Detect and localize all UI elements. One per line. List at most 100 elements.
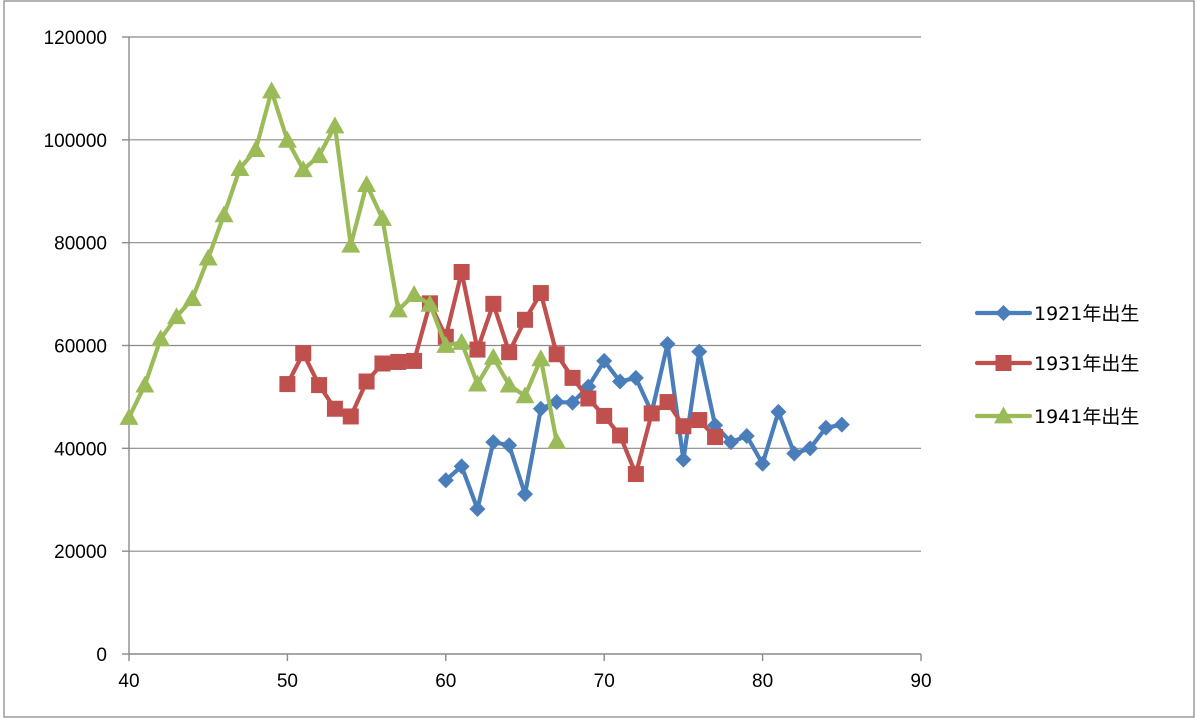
data-point: [295, 345, 312, 362]
legend-item: 1941年出生: [974, 406, 1139, 428]
legend-label: 1921年出生: [1034, 303, 1139, 325]
data-point: [452, 332, 472, 350]
data-point: [547, 432, 567, 450]
y-tick-label: 120000: [44, 28, 107, 49]
legend-marker: [995, 305, 1012, 321]
data-point: [374, 355, 391, 372]
data-point: [754, 455, 771, 472]
data-point: [262, 81, 282, 99]
data-point: [501, 344, 518, 361]
y-tick-label: 80000: [54, 234, 107, 255]
data-point: [311, 377, 328, 394]
data-point: [437, 472, 454, 489]
data-point: [341, 235, 361, 253]
series-3: [119, 81, 567, 450]
data-point: [564, 394, 581, 411]
x-tick-label: 80: [752, 671, 773, 692]
data-point: [436, 336, 456, 353]
data-point: [214, 205, 234, 223]
legend-marker: [995, 355, 1012, 371]
data-point: [119, 407, 139, 425]
legend-label: 1941年出生: [1034, 406, 1139, 428]
legend-label: 1931年出生: [1034, 353, 1139, 375]
data-point: [309, 146, 329, 164]
y-tick-label: 20000: [54, 542, 107, 563]
data-point: [501, 437, 518, 454]
data-point: [326, 400, 343, 417]
data-point: [738, 427, 755, 444]
data-point: [691, 343, 708, 360]
data-point: [390, 353, 407, 370]
series-line: [126, 88, 559, 444]
data-point: [833, 416, 850, 433]
series-2: [279, 263, 724, 483]
data-point: [469, 341, 486, 358]
data-point: [691, 412, 708, 429]
data-point: [485, 295, 502, 312]
data-point: [182, 289, 202, 307]
data-point: [548, 346, 565, 363]
data-point: [802, 440, 819, 457]
y-tick-label: 100000: [44, 131, 107, 152]
data-point: [167, 307, 187, 325]
data-point: [279, 376, 296, 393]
data-point: [517, 311, 533, 328]
legend-item: 1931年出生: [974, 353, 1139, 375]
data-point: [580, 390, 597, 407]
axes: 0 20000 40000 60000 80000 100000 120000 40 50 60 7…: [44, 28, 932, 692]
data-point: [372, 209, 392, 226]
data-point: [627, 369, 644, 386]
data-point: [469, 501, 486, 518]
data-point: [548, 394, 565, 411]
data-point: [612, 373, 629, 390]
x-tick-label: 60: [435, 671, 456, 692]
data-point: [485, 434, 502, 451]
data-point: [564, 369, 581, 386]
data-point: [517, 486, 533, 503]
data-point: [722, 434, 739, 451]
data-point: [659, 394, 676, 411]
data-point: [643, 405, 660, 422]
x-tick-label: 70: [594, 671, 615, 692]
data-point: [467, 374, 487, 392]
y-tick-label: 60000: [54, 337, 107, 358]
series-1: [437, 335, 850, 518]
data-point: [515, 386, 535, 404]
data-point: [531, 349, 551, 367]
data-point: [406, 352, 423, 369]
data-point: [404, 285, 424, 303]
data-point: [596, 407, 613, 424]
data-point: [388, 300, 408, 318]
y-tick-label: 0: [96, 645, 107, 666]
data-point: [786, 445, 803, 462]
data-point: [817, 419, 834, 436]
data-point: [770, 403, 787, 420]
data-point: [453, 263, 470, 280]
legend-item: 1921年出生: [974, 303, 1139, 325]
data-point: [230, 159, 250, 177]
x-tick-label: 50: [277, 671, 298, 692]
x-tick-label: 90: [910, 671, 931, 692]
data-point: [483, 347, 503, 365]
legend-marker: [994, 406, 1013, 424]
data-point: [358, 373, 375, 390]
data-point: [151, 329, 171, 347]
data-point: [627, 466, 644, 483]
data-point: [277, 130, 297, 148]
data-point: [659, 335, 676, 352]
data-point: [499, 375, 519, 393]
data-point: [135, 375, 155, 393]
data-point: [675, 451, 692, 468]
data-point: [342, 408, 359, 425]
data-point: [532, 285, 549, 302]
data-point: [596, 352, 613, 369]
series-line: [443, 341, 844, 512]
x-tick-label: 40: [118, 671, 139, 692]
data-point: [612, 427, 629, 444]
legend: 1921年出生 1931年出生 1941年出生: [974, 303, 1139, 428]
data-point: [420, 294, 440, 312]
data-point: [325, 116, 345, 134]
data-point: [532, 400, 549, 417]
data-point: [293, 160, 313, 178]
